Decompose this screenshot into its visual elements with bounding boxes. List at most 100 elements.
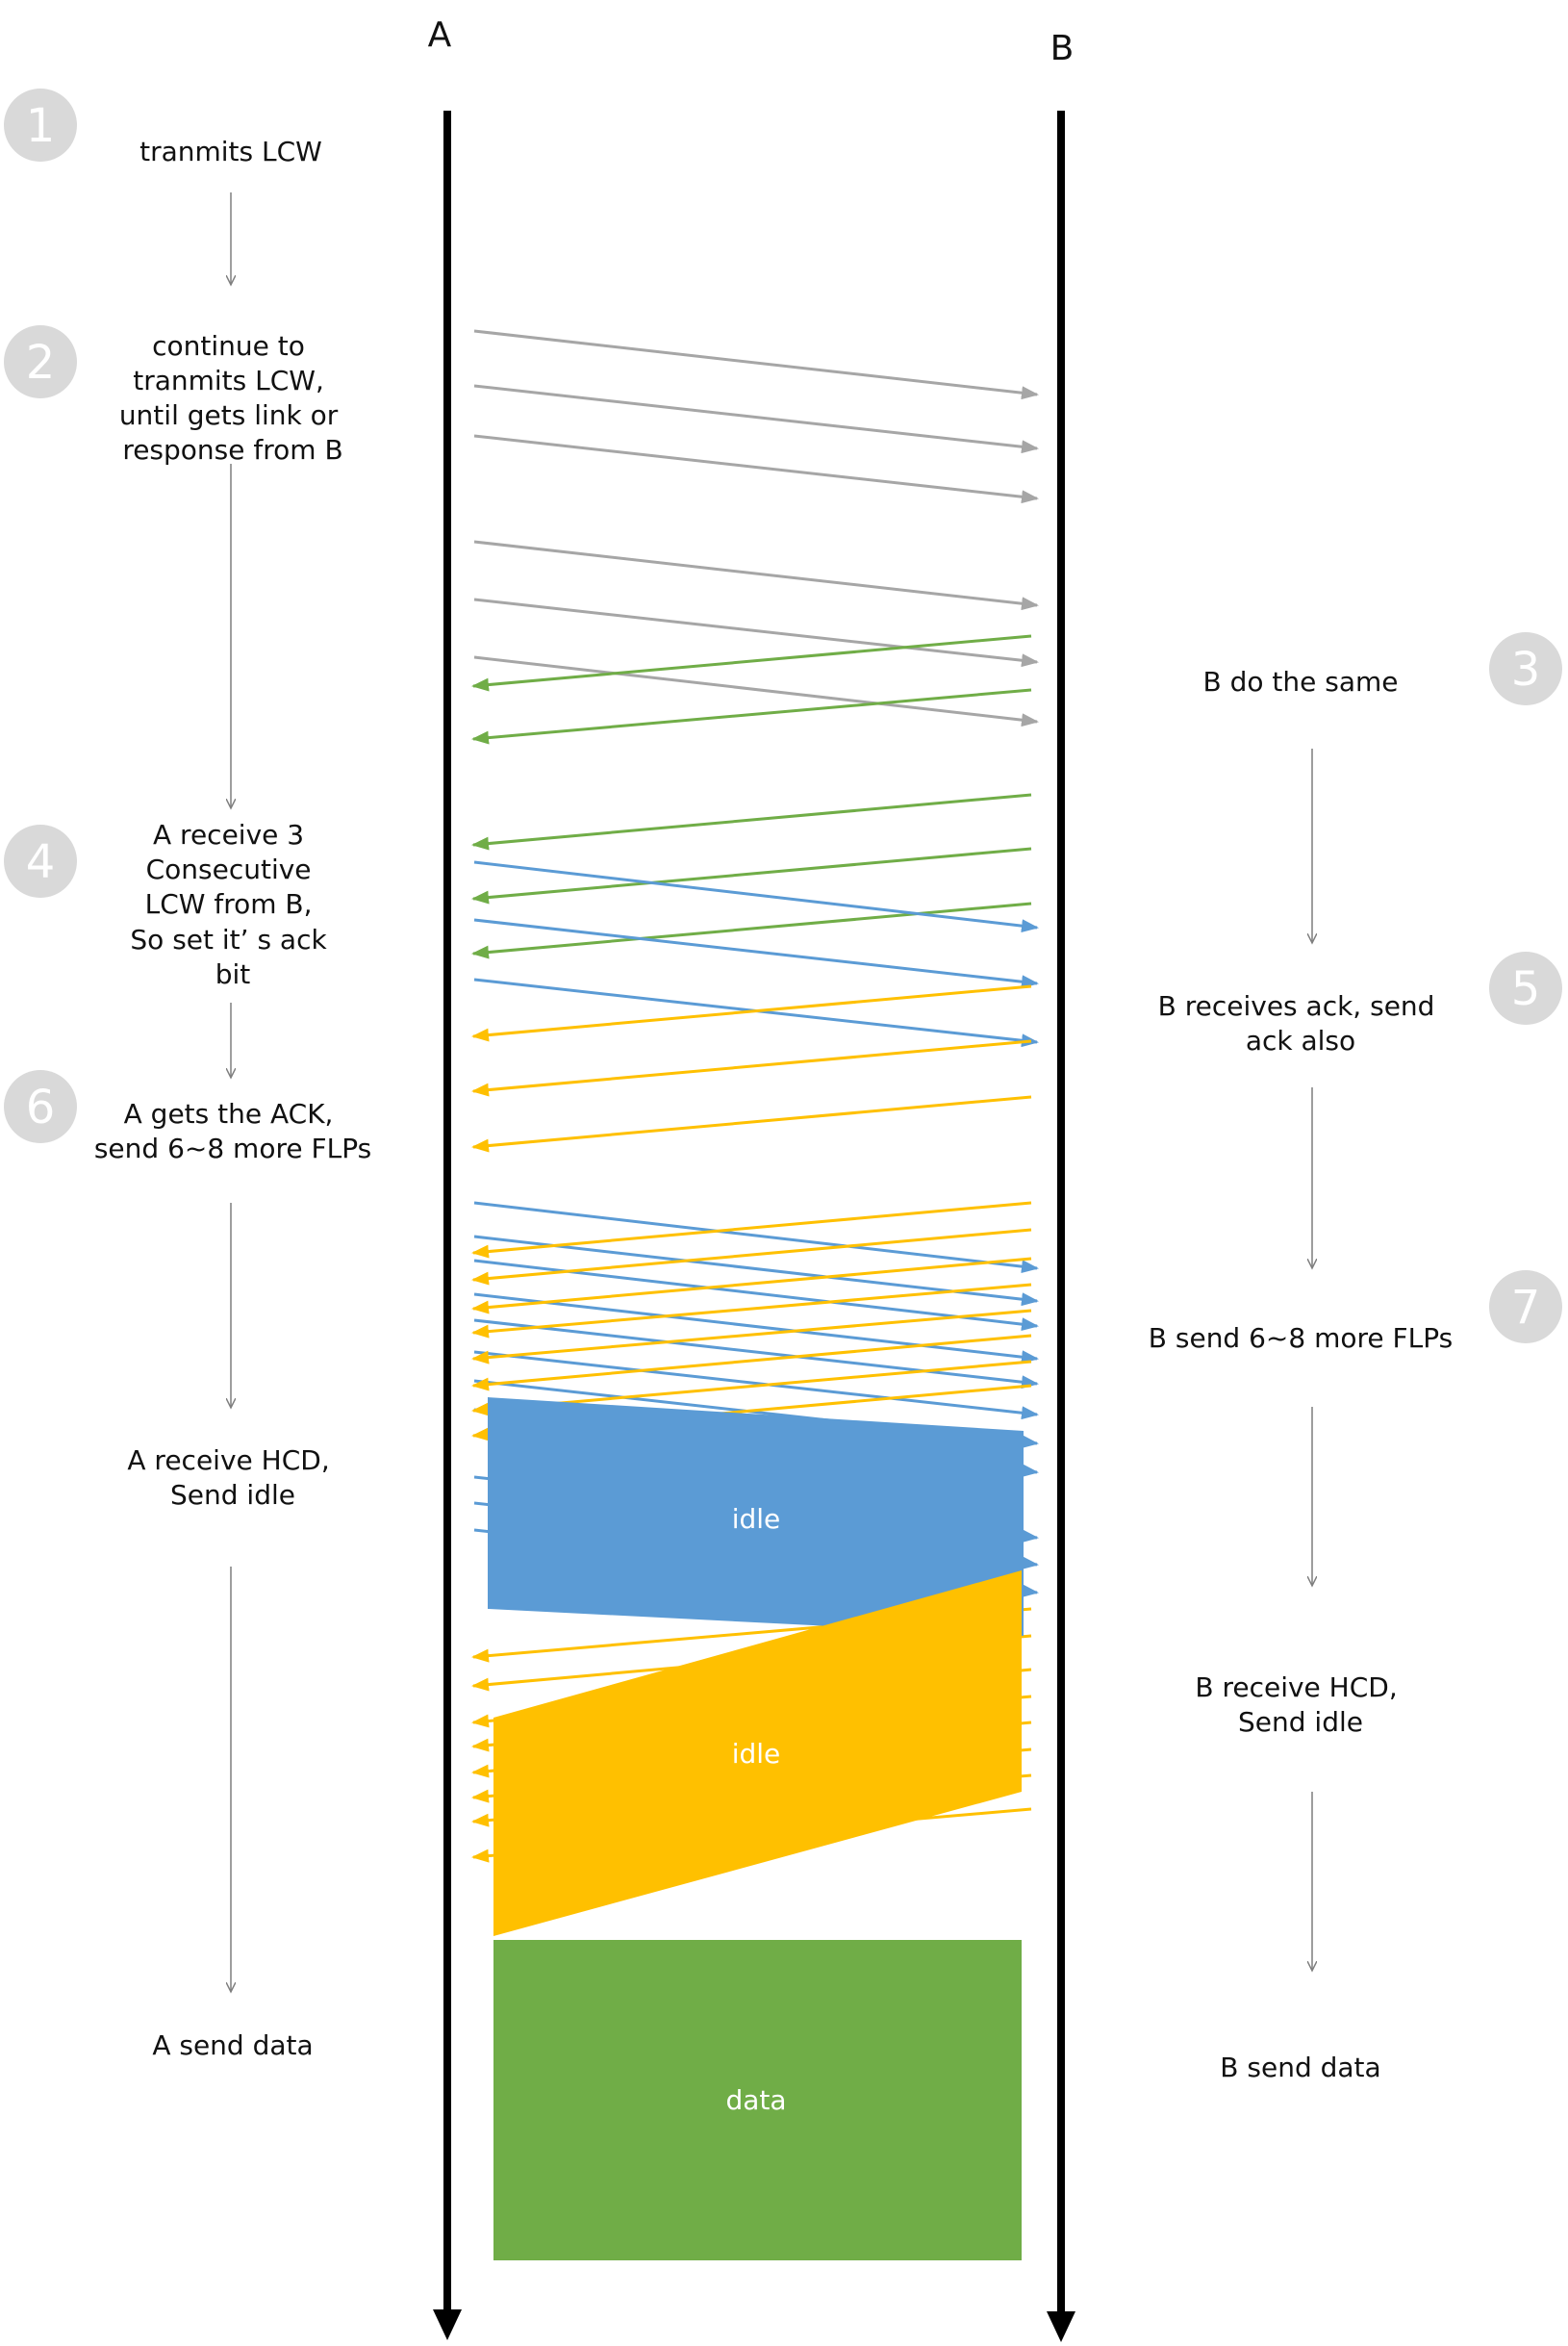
lcw-arrow (471, 902, 1032, 959)
lcw-arrow (473, 598, 1039, 668)
step-text: Send idle (1238, 1706, 1363, 1738)
a-idle-block: idle (488, 1397, 1024, 1636)
step-text: A send data (152, 2029, 313, 2061)
step-4: 4 A receive 3 Consecutive LCW from B, So… (4, 819, 335, 990)
step-badge-circle (4, 89, 77, 162)
lcw-arrows-a-to-b (473, 329, 1039, 727)
step-badge-circle (4, 325, 77, 398)
step-text: send 6~8 more FLPs (94, 1133, 371, 1164)
lifeline-a (433, 111, 462, 2340)
data-block: data (493, 1940, 1022, 2260)
lcw-arrow (473, 434, 1039, 504)
flp-arrow (473, 1318, 1039, 1390)
step-text: A receive 3 (153, 819, 304, 851)
lcw-arrow (471, 688, 1032, 745)
svg-text:B send 6~8 more FLPs: B send 6~8 more FLPs (1149, 1322, 1453, 1354)
b-idle-label: idle (732, 1738, 781, 1770)
step-badge: 7 (1511, 1281, 1541, 1335)
step-text: B receives ack, send (1158, 990, 1435, 1022)
step-badge-circle (1489, 952, 1562, 1025)
step-text: A receive HCD, (127, 1444, 329, 1476)
ack-arrows-a-to-b (473, 860, 1039, 1048)
lcw-arrow (473, 329, 1039, 400)
svg-text:tranmits LCW: tranmits LCW (139, 136, 322, 167)
step-text: Send idle (170, 1479, 295, 1511)
svg-text:B receives ack, send a: B receives ack, send ack also (1158, 990, 1444, 1057)
flp-arrow (471, 1228, 1032, 1286)
ack-arrow (471, 1095, 1032, 1153)
lcw-arrows-b-to-a (471, 634, 1032, 959)
lcw-arrow (471, 634, 1032, 692)
step-7: 7 B send 6~8 more FLPs (1149, 1270, 1562, 1354)
lcw-arrow (473, 384, 1039, 454)
step-text: ack also (1246, 1025, 1355, 1057)
step-badge: 3 (1511, 643, 1541, 697)
participant-a-label: A (428, 15, 452, 55)
step-badge-circle (4, 1070, 77, 1143)
flp-arrow (473, 1350, 1039, 1420)
ack-arrow (471, 984, 1032, 1042)
b-idle-block: idle (493, 1570, 1022, 1936)
step-a-send-data: A send data (152, 2029, 313, 2061)
step-text: B receive HCD, (1195, 1671, 1397, 1703)
step-3: 3 B do the same (1202, 632, 1562, 705)
flp-arrow (473, 1235, 1039, 1307)
step-b-send-data: B send data (1220, 2052, 1380, 2083)
svg-text:B do the same: B do the same (1202, 666, 1398, 698)
step-badge-circle (1489, 1270, 1562, 1343)
step-badge: 6 (26, 1081, 56, 1135)
ack-arrow (471, 1039, 1032, 1097)
svg-text:A gets the ACK, send 6: A gets the ACK, send 6~8 more FLPs (94, 1098, 371, 1164)
step-a-receive-hcd: A receive HCD, Send idle (127, 1444, 329, 1511)
step-badge: 5 (1511, 962, 1541, 1016)
participant-b-label: B (1050, 29, 1075, 68)
step-text: B send 6~8 more FLPs (1149, 1322, 1453, 1354)
flp-arrow (471, 1309, 1032, 1364)
flp-arrow (471, 1334, 1032, 1391)
step-text: continue to (152, 330, 305, 362)
step-badge-circle (1489, 632, 1562, 705)
step-b-receive-hcd: B receive HCD, Send idle (1195, 1671, 1405, 1738)
left-steps: 1 tranmits LCW 2 continue to tranmits LC… (4, 89, 371, 2061)
step-1: 1 tranmits LCW (4, 89, 322, 167)
svg-text:B send data: B send data (1220, 2052, 1380, 2083)
step-badge: 1 (26, 99, 56, 153)
flp-arrow (473, 1292, 1039, 1364)
right-steps: 3 B do the same 5 B receives ack, send a… (1149, 632, 1562, 2083)
step-text: B do the same (1202, 666, 1398, 698)
flp-arrow (471, 1201, 1032, 1259)
step-text: Consecutive (146, 854, 312, 885)
lcw-arrow (473, 655, 1039, 727)
lifeline-b (1047, 111, 1075, 2342)
step-text: So set it’ s ack (130, 924, 327, 956)
svg-text:A receive 3 Consecutiv: A receive 3 Consecutive LCW from B, So s… (130, 819, 335, 990)
step-badge: 2 (26, 336, 56, 390)
step-5: 5 B receives ack, send ack also (1158, 952, 1562, 1057)
step-text: A gets the ACK, (124, 1098, 334, 1130)
flp-arrow (471, 1283, 1032, 1339)
step-text: tranmits LCW, (133, 365, 324, 396)
svg-text:continue to tranmits L: continue to tranmits LCW, until gets lin… (119, 330, 346, 466)
a-idle-label: idle (732, 1503, 781, 1535)
ack-arrows-b-to-a (471, 984, 1032, 1153)
flp-arrow (471, 1257, 1032, 1314)
step-text: until gets link or (119, 399, 339, 431)
ack-arrow (473, 860, 1039, 933)
step-6: 6 A gets the ACK, send 6~8 more FLPs (4, 1070, 371, 1164)
step-badge: 4 (26, 835, 56, 889)
svg-text:B receive HCD, Send id: B receive HCD, Send idle (1195, 1671, 1405, 1738)
svg-text:A send data: A send data (152, 2029, 313, 2061)
step-text: bit (215, 958, 251, 990)
lcw-arrow (471, 847, 1032, 905)
step-2: 2 continue to tranmits LCW, until gets l… (4, 325, 346, 466)
data-label: data (725, 2084, 786, 2116)
lcw-arrow (473, 540, 1039, 611)
step-text: B send data (1220, 2052, 1380, 2083)
ack-arrow (473, 918, 1039, 989)
flp-arrow (473, 1201, 1039, 1274)
step-text: LCW from B, (145, 888, 313, 920)
step-text: tranmits LCW (139, 136, 322, 167)
step-badge-circle (4, 825, 77, 898)
step-text: response from B (122, 434, 342, 466)
